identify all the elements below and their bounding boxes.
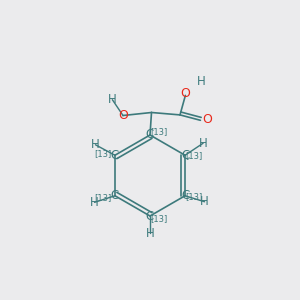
- Text: H: H: [108, 93, 117, 106]
- Text: [13]: [13]: [94, 193, 112, 202]
- Text: [13]: [13]: [150, 214, 167, 224]
- Text: C: C: [111, 189, 119, 202]
- Text: [13]: [13]: [185, 151, 203, 160]
- Text: [13]: [13]: [185, 192, 203, 201]
- Text: [13]: [13]: [94, 149, 112, 158]
- Text: O: O: [181, 87, 190, 101]
- Text: H: H: [196, 75, 206, 88]
- Text: H: H: [200, 195, 209, 208]
- Text: H: H: [91, 138, 100, 151]
- Text: O: O: [118, 109, 128, 122]
- Text: C: C: [146, 209, 154, 223]
- Text: H: H: [146, 227, 154, 240]
- Text: C: C: [146, 128, 154, 142]
- Text: H: H: [199, 137, 207, 150]
- Text: H: H: [90, 196, 99, 209]
- Text: O: O: [202, 113, 212, 126]
- Text: [13]: [13]: [150, 127, 168, 136]
- Text: C: C: [111, 149, 119, 162]
- Text: C: C: [181, 189, 189, 202]
- Text: C: C: [181, 149, 189, 162]
